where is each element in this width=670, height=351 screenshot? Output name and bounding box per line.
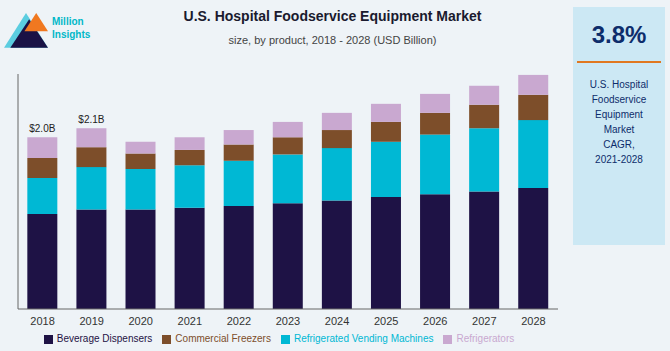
svg-text:2025: 2025 <box>374 315 398 327</box>
svg-text:2028: 2028 <box>521 315 545 327</box>
html-text:Refrigerators: Refrigerators <box>456 333 515 344</box>
html-text:Million: Million <box>52 16 84 27</box>
html-text:Insights: Insights <box>52 29 91 40</box>
svg-text:2020: 2020 <box>128 315 152 327</box>
svg-text:$2.0B: $2.0B <box>29 123 55 134</box>
html-text:Commercial Freezers: Commercial Freezers <box>175 333 271 344</box>
svg-text:2026: 2026 <box>423 315 447 327</box>
html-text:CAGR,: CAGR, <box>603 139 635 150</box>
html-text:U.S. Hospital Foodservice Equi: U.S. Hospital Foodservice Equipment Mark… <box>183 8 482 24</box>
html-text:3.8%: 3.8% <box>591 21 647 48</box>
svg-text:2023: 2023 <box>276 315 300 327</box>
svg-text:2024: 2024 <box>325 315 349 327</box>
html-text:U.S. Hospital: U.S. Hospital <box>589 79 649 90</box>
svg-text:2022: 2022 <box>227 315 251 327</box>
html-text:Market: Market <box>603 124 635 135</box>
html-text:Foodservice: Foodservice <box>591 94 647 105</box>
html-text:Refrigerated Vending Machines: Refrigerated Vending Machines <box>293 333 434 344</box>
html-text:Beverage Dispensers: Beverage Dispensers <box>56 333 153 344</box>
svg-text:2019: 2019 <box>79 315 103 327</box>
svg-text:2018: 2018 <box>30 315 54 327</box>
svg-text:2027: 2027 <box>472 315 496 327</box>
html-text:size, by product, 2018 - 2028: size, by product, 2018 - 2028 (USD Billi… <box>228 34 437 46</box>
svg-text:2021: 2021 <box>178 315 202 327</box>
html-text:2021-2028: 2021-2028 <box>595 154 643 165</box>
svg-text:$2.1B: $2.1B <box>78 114 104 125</box>
html-text:Equipment: Equipment <box>595 109 643 120</box>
